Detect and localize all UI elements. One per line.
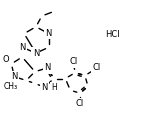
Text: HCl: HCl — [105, 30, 120, 39]
Text: Cl: Cl — [76, 99, 84, 108]
Text: N: N — [45, 63, 51, 72]
Text: N: N — [42, 83, 48, 92]
Text: H: H — [52, 83, 57, 92]
Text: Cl: Cl — [93, 63, 101, 72]
Text: O: O — [2, 55, 9, 64]
Text: CH₃: CH₃ — [3, 82, 17, 91]
Text: N: N — [33, 49, 39, 58]
Text: Cl: Cl — [69, 57, 77, 66]
Text: N: N — [11, 72, 18, 81]
Text: N: N — [46, 29, 52, 38]
Text: N: N — [19, 43, 25, 52]
